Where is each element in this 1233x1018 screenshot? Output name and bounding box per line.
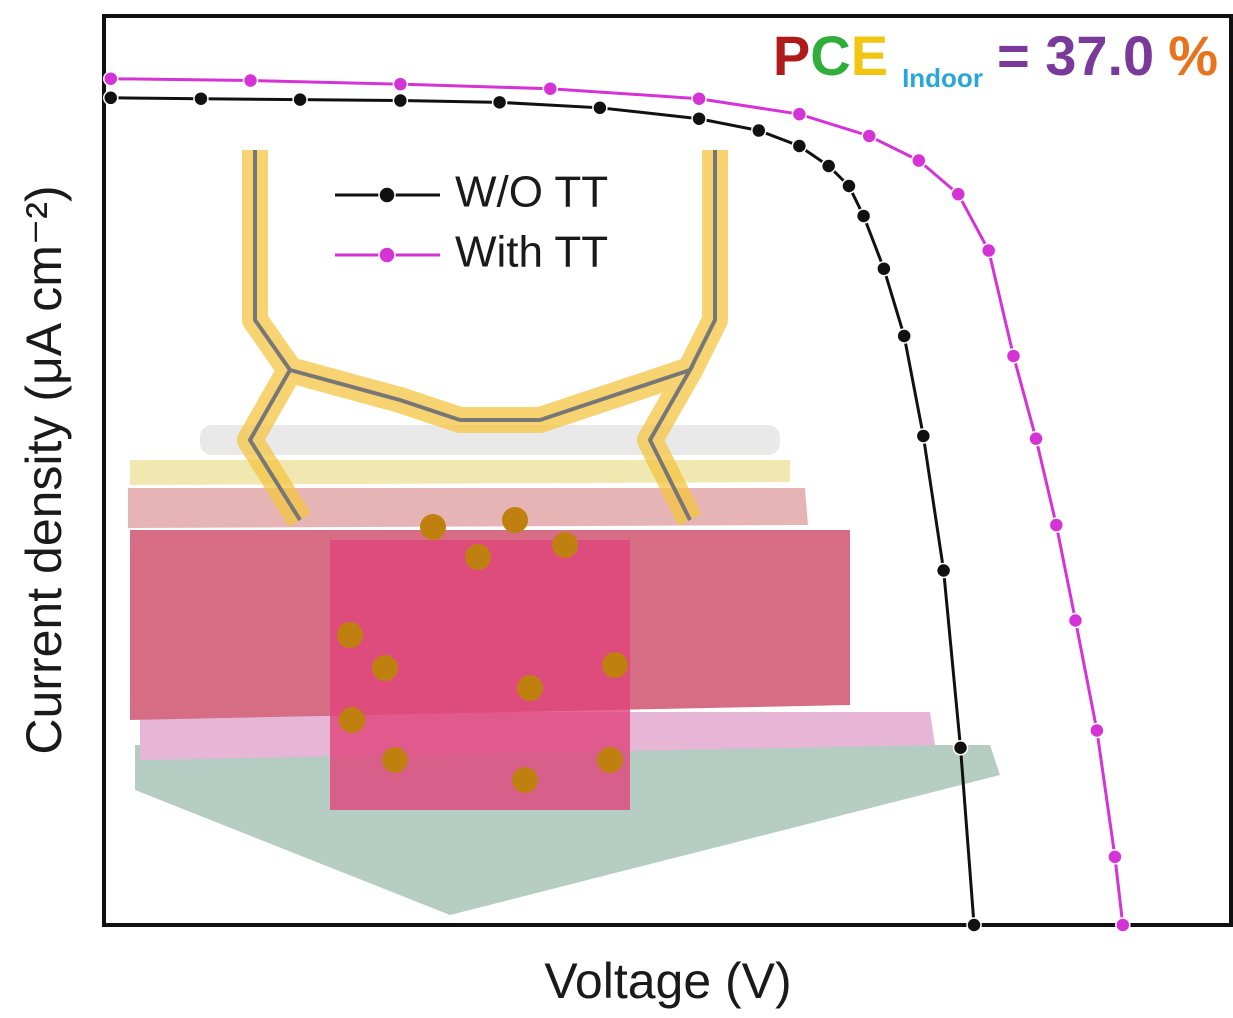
pce-annotation: PCE Indoor = 37.0% bbox=[773, 24, 1218, 93]
data-point bbox=[1006, 349, 1020, 363]
x-axis-label: Voltage (V) bbox=[544, 953, 791, 1009]
annotation-part: C bbox=[810, 24, 850, 87]
data-point bbox=[293, 93, 307, 107]
data-point bbox=[954, 741, 968, 755]
data-point bbox=[792, 139, 806, 153]
data-point bbox=[822, 159, 836, 173]
top-layer bbox=[128, 488, 808, 528]
data-point bbox=[1029, 432, 1043, 446]
data-point bbox=[1108, 850, 1122, 864]
data-point bbox=[897, 329, 911, 343]
data-point bbox=[493, 95, 507, 109]
data-point bbox=[104, 72, 118, 86]
annotation-part: P bbox=[773, 24, 810, 87]
data-point bbox=[916, 429, 930, 443]
data-point bbox=[1049, 518, 1063, 532]
data-point bbox=[877, 262, 891, 276]
data-point bbox=[1090, 723, 1104, 737]
crystal-illustration bbox=[330, 507, 630, 810]
data-point bbox=[862, 129, 876, 143]
data-point bbox=[857, 209, 871, 223]
data-point bbox=[951, 187, 965, 201]
data-point bbox=[692, 92, 706, 106]
htl-layer bbox=[130, 460, 790, 485]
data-point bbox=[792, 107, 806, 121]
legend-text: W/O TT bbox=[455, 168, 608, 217]
data-point bbox=[593, 101, 607, 115]
data-point bbox=[244, 74, 258, 88]
data-point bbox=[692, 112, 706, 126]
data-point bbox=[1116, 918, 1130, 932]
data-point bbox=[752, 124, 766, 138]
data-point bbox=[912, 154, 926, 168]
chart: Voltage (V) Current density (μA cm⁻²) PC… bbox=[0, 0, 1233, 1013]
legend-marker bbox=[379, 247, 395, 263]
data-point bbox=[1068, 613, 1082, 627]
data-point bbox=[937, 563, 951, 577]
data-point bbox=[393, 77, 407, 91]
data-point bbox=[104, 91, 118, 105]
data-point bbox=[543, 82, 557, 96]
annotation-part: = 37.0 bbox=[997, 24, 1154, 87]
annotation-part: % bbox=[1168, 24, 1218, 87]
data-point bbox=[982, 244, 996, 258]
data-point bbox=[842, 179, 856, 193]
legend-text: With TT bbox=[455, 228, 608, 277]
y-axis-label: Current density (μA cm⁻²) bbox=[16, 185, 72, 754]
data-point bbox=[967, 918, 981, 932]
data-point bbox=[194, 92, 208, 106]
annotation-part: Indoor bbox=[902, 63, 983, 93]
annotation-part: E bbox=[851, 24, 888, 87]
legend-marker bbox=[379, 187, 395, 203]
data-point bbox=[393, 94, 407, 108]
